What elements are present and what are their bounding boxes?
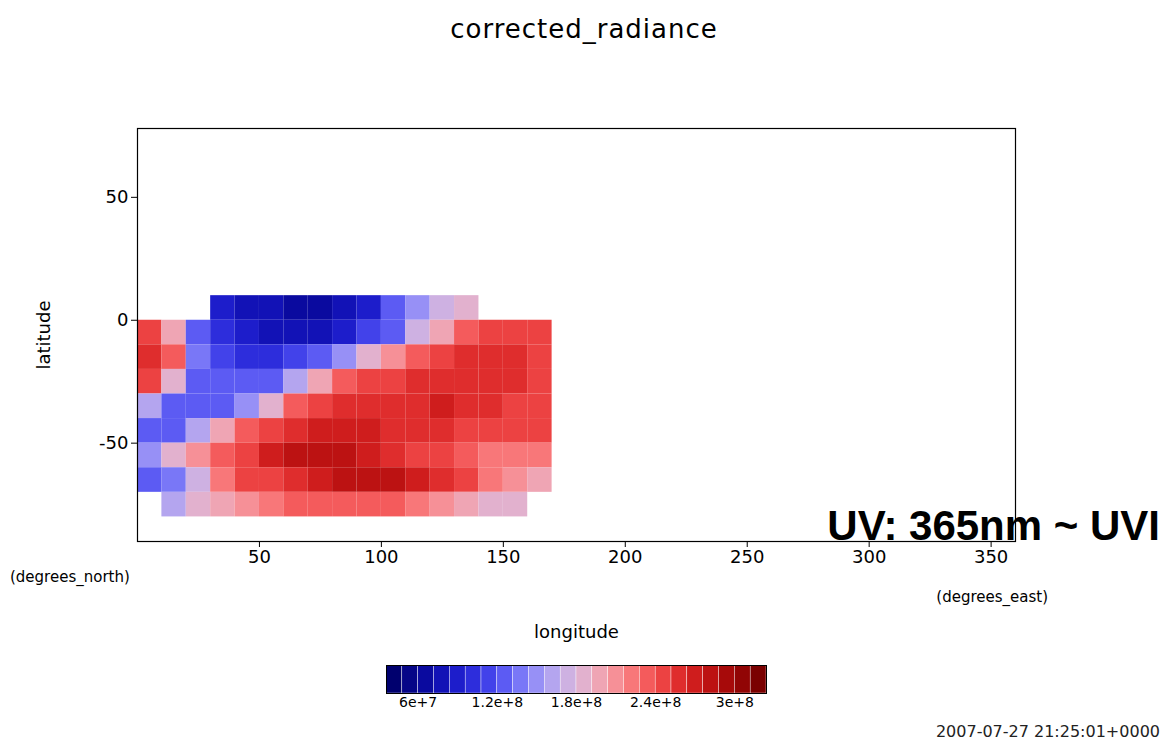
- svg-text:3e+8: 3e+8: [716, 694, 754, 710]
- svg-text:150: 150: [486, 546, 520, 567]
- svg-text:50: 50: [106, 186, 129, 207]
- html-text:2007-07-27 21:25:01+0000: 2007-07-27 21:25:01+0000: [935, 722, 1160, 741]
- svg-text:350: 350: [974, 546, 1008, 567]
- svg-text:200: 200: [608, 546, 642, 567]
- html-text:(degrees_north): (degrees_north): [10, 568, 130, 586]
- svg-text:50: 50: [248, 546, 271, 567]
- svg-text:2.4e+8: 2.4e+8: [630, 694, 682, 710]
- html-text:(degrees_east): (degrees_east): [936, 588, 1048, 606]
- svg-text:300: 300: [852, 546, 886, 567]
- html-text:corrected_radiance: corrected_radiance: [450, 14, 718, 44]
- html-text:UV: 365nm ~ UVI: UV: 365nm ~ UVI: [827, 502, 1160, 549]
- svg-text:6e+7: 6e+7: [399, 694, 437, 710]
- svg-text:-50: -50: [99, 432, 128, 453]
- svg-text:100: 100: [364, 546, 398, 567]
- svg-text:1.8e+8: 1.8e+8: [551, 694, 603, 710]
- svg-text:250: 250: [730, 546, 764, 567]
- svg-text:latitude: latitude: [33, 300, 54, 369]
- svg-text:longitude: longitude: [534, 621, 619, 642]
- svg-text:1.2e+8: 1.2e+8: [472, 694, 524, 710]
- svg-text:0: 0: [117, 309, 128, 330]
